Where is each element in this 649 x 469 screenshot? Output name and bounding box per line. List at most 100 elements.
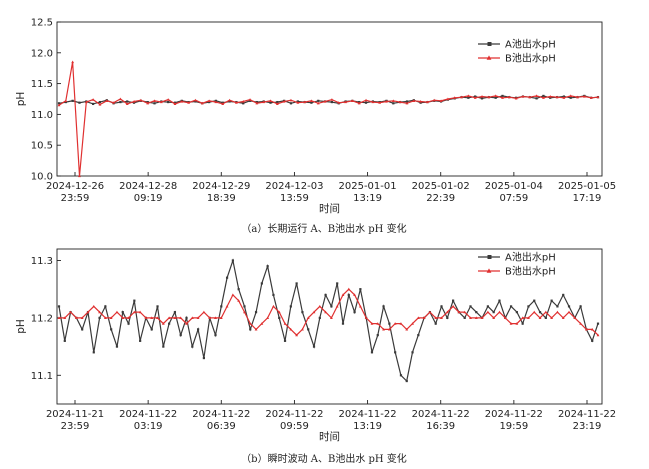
data-point	[228, 100, 231, 103]
data-point	[538, 316, 542, 319]
data-point	[419, 101, 422, 104]
data-point	[562, 293, 565, 297]
x-tick-label-time: 16:39	[426, 421, 455, 432]
data-point	[132, 99, 136, 103]
data-point	[57, 103, 61, 107]
data-point	[159, 100, 163, 104]
data-point	[139, 339, 142, 342]
data-point	[527, 316, 530, 319]
data-point	[307, 328, 310, 331]
series-line	[58, 258, 599, 383]
data-point	[364, 101, 368, 104]
data-point	[473, 96, 477, 99]
data-point	[467, 96, 470, 99]
data-point	[190, 316, 194, 319]
data-point	[466, 94, 470, 98]
data-point	[549, 96, 552, 99]
data-point	[432, 98, 436, 102]
data-point	[398, 100, 402, 104]
x-tick-label-time: 17:19	[573, 193, 602, 204]
x-tick-label-time: 06:39	[207, 421, 236, 432]
data-point	[260, 282, 263, 285]
data-point	[272, 293, 275, 297]
data-point	[353, 293, 356, 297]
data-point	[312, 345, 316, 348]
data-point	[451, 304, 455, 308]
legend-entry-label: A池出水pH	[505, 251, 556, 264]
data-point	[428, 310, 432, 314]
data-point	[596, 322, 600, 325]
data-point	[231, 259, 234, 262]
x-tick-label-date: 2024-11-22	[265, 409, 323, 420]
data-point	[405, 101, 409, 105]
data-point	[393, 322, 397, 325]
data-point	[301, 311, 304, 314]
data-point	[266, 265, 269, 268]
data-point	[187, 101, 191, 104]
data-point	[248, 322, 252, 325]
data-point	[260, 322, 264, 325]
y-tick-label: 10.5	[31, 141, 53, 152]
data-point	[347, 293, 350, 297]
y-axis-label: pH	[15, 319, 27, 334]
data-point	[150, 316, 154, 319]
data-point	[569, 96, 572, 99]
data-point	[487, 95, 491, 99]
data-point	[521, 322, 524, 325]
data-point	[57, 316, 61, 319]
data-point	[119, 97, 122, 101]
data-point	[208, 316, 212, 319]
x-tick-label-time: 22:39	[426, 193, 455, 204]
data-point	[104, 305, 107, 308]
data-point	[582, 95, 586, 98]
data-point	[382, 305, 385, 308]
data-point	[440, 316, 443, 319]
plot-frame	[56, 21, 603, 177]
data-point	[567, 310, 571, 314]
data-point	[289, 98, 293, 102]
data-point	[494, 96, 497, 99]
y-tick-label: 11.5	[31, 79, 53, 90]
data-point	[364, 98, 368, 102]
data-point	[138, 310, 142, 314]
series-a	[57, 94, 600, 106]
chart-panel-b: 11.111.211.32024-11-2123:592024-11-2203:…	[15, 248, 616, 465]
legend-swatch-marker	[487, 42, 492, 46]
data-point	[486, 305, 489, 308]
data-point	[590, 327, 594, 331]
data-point	[161, 322, 165, 325]
data-point	[64, 99, 68, 102]
data-point	[561, 316, 565, 319]
data-point	[556, 310, 559, 314]
data-point	[225, 304, 229, 308]
data-point	[185, 322, 188, 325]
x-tick-label-date: 2024-12-03	[265, 181, 323, 192]
data-point	[126, 100, 129, 103]
data-point	[573, 316, 577, 319]
data-point	[317, 99, 320, 102]
data-point	[509, 305, 513, 308]
series-line	[58, 61, 599, 177]
data-point	[156, 305, 159, 308]
x-tick-label-time: 09:59	[280, 421, 309, 432]
data-point	[121, 311, 124, 314]
data-point	[179, 316, 183, 319]
data-point	[269, 99, 272, 102]
x-tick-label-date: 2024-11-22	[339, 409, 397, 420]
x-tick-label-date: 2024-11-22	[192, 409, 250, 420]
data-point	[371, 100, 375, 104]
data-point	[378, 101, 382, 104]
data-point	[357, 101, 361, 105]
data-point	[64, 100, 67, 104]
data-point	[330, 100, 334, 104]
data-point	[555, 95, 559, 99]
data-point	[439, 99, 443, 102]
data-point	[344, 100, 347, 104]
data-point	[98, 100, 102, 104]
data-point	[301, 327, 304, 331]
data-point	[463, 310, 467, 314]
data-point	[295, 333, 299, 337]
data-point	[133, 299, 136, 302]
